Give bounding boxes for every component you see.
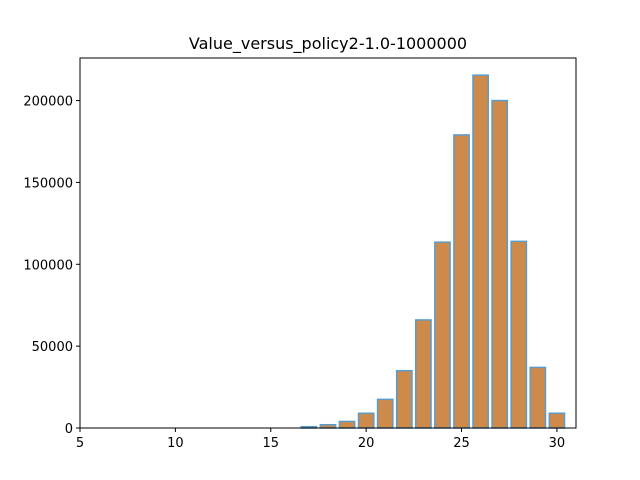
y-tick-label: 0 bbox=[65, 422, 73, 437]
plot-frame bbox=[79, 57, 577, 429]
y-tick-label: 200000 bbox=[23, 95, 73, 110]
x-tick-label: 25 bbox=[453, 436, 470, 451]
bar-22 bbox=[395, 369, 413, 429]
chart-title: Value_versus_policy2-1.0-1000000 bbox=[189, 34, 467, 54]
bar-25 bbox=[453, 134, 470, 429]
bar-28 bbox=[510, 240, 528, 429]
x-tick-label: 10 bbox=[167, 436, 184, 451]
bar-27 bbox=[491, 99, 509, 429]
bar-21 bbox=[376, 398, 394, 429]
bar-29 bbox=[529, 366, 547, 429]
bar-26 bbox=[472, 74, 489, 429]
x-tick-label: 15 bbox=[262, 436, 279, 451]
x-tick-label: 30 bbox=[549, 436, 566, 451]
x-tick-label: 20 bbox=[358, 436, 375, 451]
bar-20 bbox=[357, 412, 375, 429]
x-axis-ticks: 5 10 15 20 25 30 bbox=[76, 428, 565, 451]
y-tick-label: 100000 bbox=[23, 258, 73, 273]
bar-24 bbox=[434, 241, 451, 429]
y-tick-label: 150000 bbox=[23, 176, 73, 191]
bar-19 bbox=[338, 420, 356, 429]
bars-group bbox=[300, 74, 566, 429]
bar-23 bbox=[415, 319, 432, 429]
x-tick-label: 5 bbox=[76, 436, 84, 451]
bar-30 bbox=[548, 412, 566, 429]
y-tick-label: 50000 bbox=[32, 340, 73, 355]
y-axis-ticks: 0 50000 100000 150000 200000 bbox=[23, 95, 80, 437]
